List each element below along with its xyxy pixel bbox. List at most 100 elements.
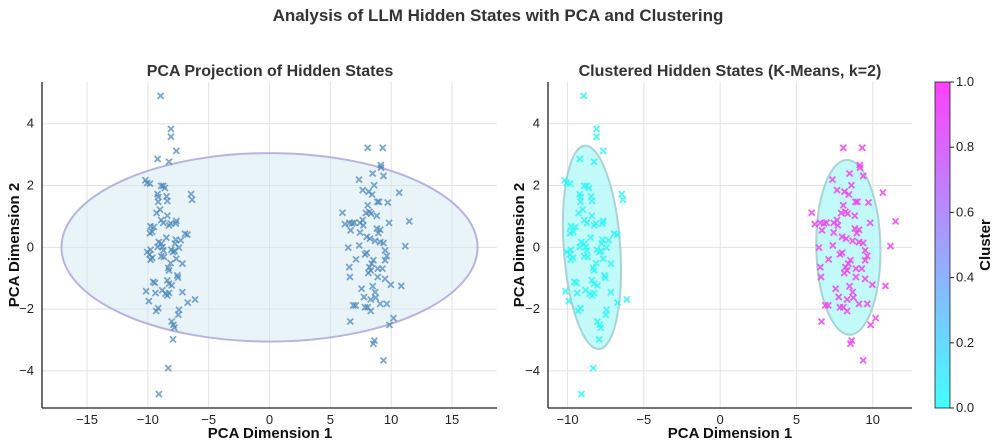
data-point [367,307,375,315]
y-tick-label: 2 [533,178,540,193]
data-point [383,300,391,308]
points [560,92,900,398]
cluster0-point [613,298,622,307]
data-point [384,198,392,207]
cluster0-point [599,147,607,155]
cluster1-point [828,176,837,184]
cluster1-point [845,169,854,178]
data-point [167,133,175,141]
cluster1-point [835,293,843,301]
x-tick-label: 0 [266,412,273,427]
data-point [157,182,165,190]
data-point [374,273,382,281]
cluster0-point [599,217,607,225]
cluster0-point [571,223,579,231]
cluster1-point [859,239,867,247]
data-point [142,287,150,295]
cluster1-point [848,237,857,245]
data-point [401,242,409,250]
data-point [369,169,377,178]
data-point [387,281,395,289]
data-point [366,235,374,243]
cluster0-point [584,253,592,261]
x-tick-label: 5 [793,412,800,427]
cluster0-point [610,230,618,238]
data-point [395,188,403,197]
data-point [370,181,378,189]
cluster1-point [852,265,860,273]
cluster1-point [816,263,824,271]
cluster1-point [843,307,851,315]
cluster1-point [868,281,876,289]
cluster1-point [843,295,851,304]
cluster1-point [856,163,864,172]
colorbar: Cluster 0.0 0.2 0.4 0.6 0.8 1.0 [934,74,994,415]
data-point [345,263,353,271]
y-tick-label: 0 [27,239,34,254]
cluster1-point [851,212,859,220]
cluster1-point [845,282,854,290]
cluster0-point [623,295,631,304]
cluster1-point [872,314,880,322]
cluster1-point [867,321,875,329]
cluster1-point [825,255,833,264]
cluster0-point [592,133,601,141]
x-tick-label: 10 [866,412,880,427]
cluster0-point [561,287,570,295]
data-point [360,293,368,301]
x-axis-label: PCA Dimension 1 [208,425,332,442]
data-point [374,229,383,237]
cluster0-point [576,243,584,251]
x-tick-label: 10 [384,412,398,427]
cluster1-point [840,188,849,196]
data-point [379,172,388,180]
cluster0-point [589,364,597,372]
data-point [164,364,172,372]
data-point [170,324,179,332]
cluster1-point [824,301,832,310]
data-point [369,340,378,348]
cluster1-point [830,219,838,227]
points [141,92,413,398]
cluster1-point [852,273,860,281]
x-tick-label: 0 [717,412,724,427]
data-point [381,275,389,283]
cluster0-point [605,236,613,244]
cluster0-point [577,390,586,398]
y-tick-label: −4 [19,363,34,378]
y-tick-label: −4 [525,363,540,378]
data-point [381,246,389,255]
cluster1-point [859,172,867,180]
data-point [338,209,347,217]
cluster0-point [593,281,602,289]
data-point [373,198,382,206]
cluster1-point [839,144,847,152]
data-point [184,298,192,307]
y-tick-label: 0 [533,239,540,254]
y-tick-label: 4 [533,116,540,131]
data-point [167,125,175,133]
colorbar-gradient [934,81,951,409]
data-point [368,190,376,199]
data-point [381,256,389,264]
cluster1-point [838,233,846,241]
data-point [153,155,162,163]
data-point [146,180,154,188]
cluster0-point [565,297,573,305]
data-point [174,311,182,319]
cluster1-point [858,265,866,273]
cluster0-point [607,260,615,268]
data-point [172,255,180,263]
colorbar-tick-label: 0.0 [956,400,974,415]
cluster0-point [595,335,603,344]
cluster1-point [879,188,887,197]
cluster0-point [580,182,588,190]
colorbar-tick-label: 0.4 [956,270,974,285]
cluster1-point [832,285,840,293]
cluster1-point [817,317,826,326]
cluster0-point [602,311,610,319]
pca-projection-plot: PCA Projection of Hidden States PCA Dime… [6,63,497,442]
cluster1-point [851,198,860,206]
data-point [357,285,366,293]
y-tick-label: −2 [525,301,540,316]
